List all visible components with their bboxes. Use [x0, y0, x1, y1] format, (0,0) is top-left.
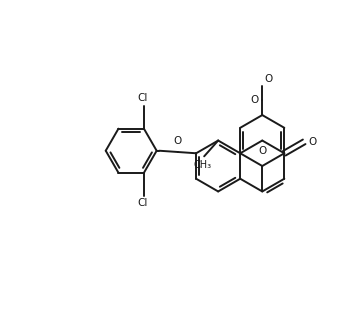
Text: O: O: [264, 74, 272, 84]
Text: O: O: [258, 146, 266, 156]
Text: Cl: Cl: [137, 93, 147, 103]
Text: O: O: [174, 136, 182, 146]
Text: O: O: [308, 137, 316, 147]
Text: O: O: [250, 95, 258, 105]
Text: CH₃: CH₃: [193, 160, 212, 170]
Text: Cl: Cl: [137, 198, 147, 208]
